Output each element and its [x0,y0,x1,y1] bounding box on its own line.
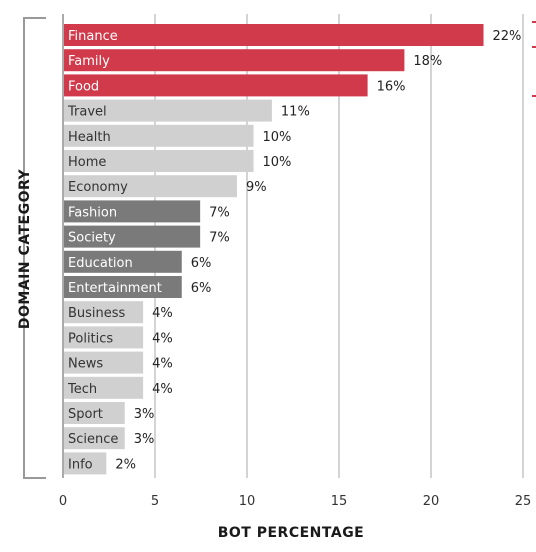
x-tick-0: 0 [59,494,67,509]
bar-tech [64,376,144,399]
value-labels: 22% 18% 16% 11% 10% 10% 9% 7% 7% 6% 6% 4% 4% 4% 4% 3% 3%… [115,29,521,472]
category-label-science: Science [68,432,118,447]
category-label-family: Family [68,54,110,69]
category-bracket [23,17,46,479]
bar-business [64,301,144,324]
category-label-fashion: Fashion [68,205,117,220]
bar-health [64,124,254,147]
category-label-economy: Economy [68,180,128,195]
category-label-society: Society [68,231,116,246]
bar-info [64,452,107,475]
category-labels: Finance Family Food Travel Health Home Economy… [67,29,162,472]
bar-education [64,250,182,273]
bar-family [64,49,405,72]
category-label-education: Education [68,256,133,271]
value-label-news: 4% [152,357,173,372]
bar-fashion [64,200,201,223]
bar-home [64,150,254,172]
x-tick-25: 25 [515,494,532,509]
value-label-tech: 4% [152,382,173,397]
x-axis-title: BOT PERCENTAGE [218,525,365,541]
value-label-family: 18% [413,54,442,69]
category-label-politics: Politics [68,331,113,346]
bar-society [64,225,201,248]
x-tick-labels: 0 5 10 15 20 25 [59,494,531,509]
value-label-science: 3% [134,432,155,447]
value-label-health: 10% [263,130,292,145]
x-tick-10: 10 [239,494,256,509]
x-tick-20: 20 [423,494,440,509]
bar-finance [64,24,484,46]
x-tick-5: 5 [151,494,159,509]
bars-group [64,24,484,475]
value-label-politics: 4% [152,331,173,346]
category-label-tech: Tech [67,382,97,397]
category-label-finance: Finance [68,29,118,44]
y-axis-title: DOMAIN CATEGORY [17,169,33,330]
value-label-food: 16% [377,79,406,94]
bar-news [64,351,144,374]
category-label-info: Info [68,457,93,472]
decorations [23,17,536,479]
bar-science [64,427,125,450]
category-label-news: News [68,357,103,372]
category-label-sport: Sport [68,407,103,422]
bar-sport [64,402,125,424]
value-label-society: 7% [209,231,230,246]
value-label-travel: 11% [281,105,310,120]
bar-economy [64,175,237,198]
value-label-finance: 22% [493,29,522,44]
value-label-business: 4% [152,306,173,321]
category-label-entertainment: Entertainment [68,281,162,296]
bar-food [64,74,368,97]
value-label-entertainment: 6% [191,281,212,296]
category-label-food: Food [68,79,99,94]
category-label-health: Health [68,130,111,145]
bar-travel [64,99,272,122]
category-label-home: Home [68,155,106,170]
category-label-travel: Travel [67,105,107,120]
value-label-education: 6% [191,256,212,271]
x-tick-15: 15 [331,494,348,509]
value-label-economy: 9% [246,180,267,195]
value-label-home: 10% [263,155,292,170]
value-label-sport: 3% [134,407,155,422]
category-label-business: Business [68,306,126,321]
value-label-info: 2% [115,457,136,472]
bar-politics [64,326,144,349]
bar-entertainment [64,276,182,298]
value-label-fashion: 7% [209,205,230,220]
